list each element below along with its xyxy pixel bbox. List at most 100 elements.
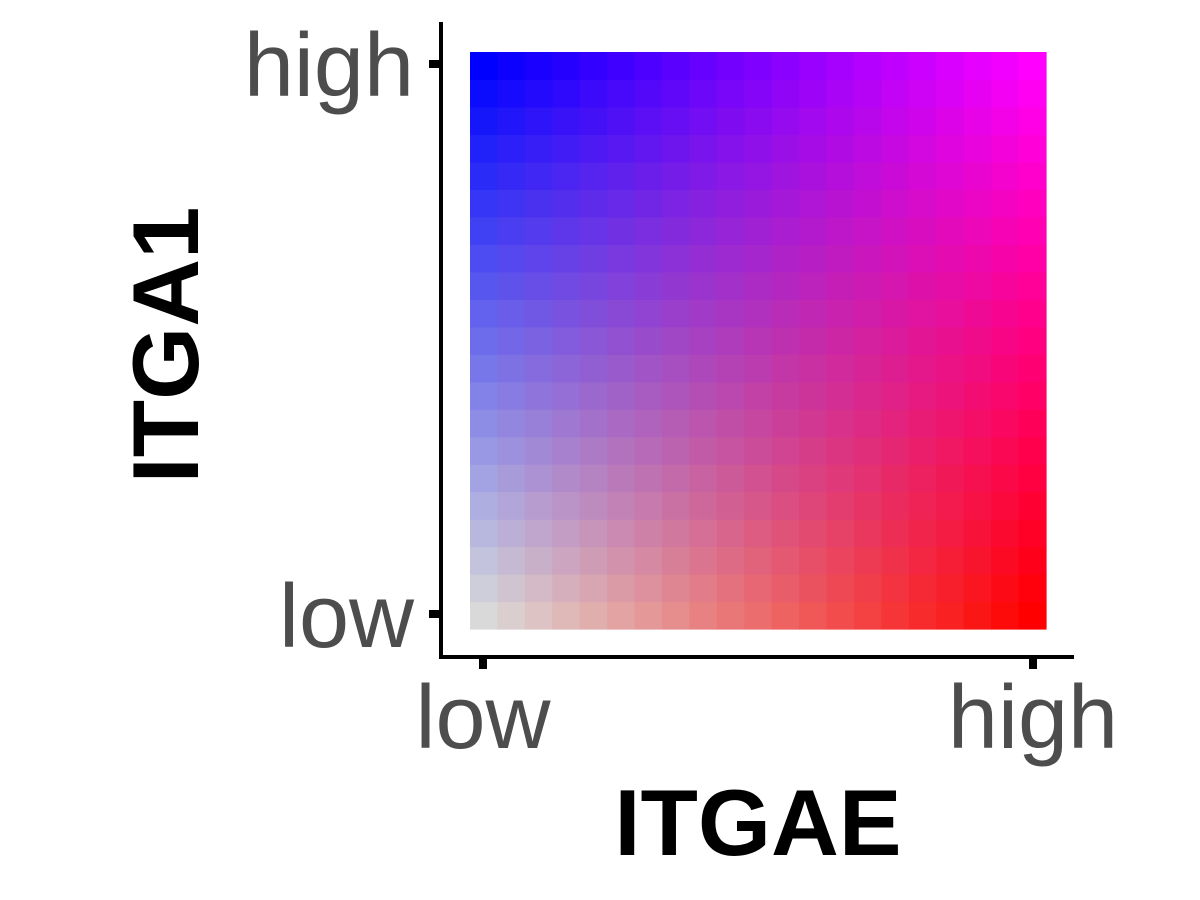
heatmap-cell [744, 546, 773, 575]
heatmap-cell [1018, 491, 1047, 520]
heatmap-cell [689, 244, 718, 273]
heatmap-cell [771, 189, 800, 218]
heatmap-cell [936, 574, 965, 603]
heatmap-cell [744, 436, 773, 465]
heatmap-cell [744, 519, 773, 548]
heatmap-cell [689, 161, 718, 190]
heatmap-cell [854, 574, 883, 603]
heatmap-cell [689, 601, 718, 630]
heatmap-cell [881, 574, 910, 603]
heatmap-cell [1018, 519, 1047, 548]
heatmap-cell [771, 409, 800, 438]
heatmap-cell [881, 52, 910, 81]
heatmap-cell [634, 546, 663, 575]
heatmap-cell [579, 52, 608, 81]
heatmap-cell [963, 491, 992, 520]
heatmap-cell [579, 326, 608, 355]
heatmap-cell [662, 79, 691, 108]
heatmap-cell [689, 574, 718, 603]
heatmap-cell [497, 354, 526, 383]
heatmap-cell [607, 299, 636, 328]
heatmap-cell [524, 106, 553, 136]
heatmap-cell [470, 436, 499, 465]
heatmap-cell [552, 244, 581, 273]
heatmap-cell [936, 271, 965, 300]
heatmap-cell [524, 299, 553, 328]
heatmap-cell [524, 546, 553, 575]
heatmap-cell [634, 216, 663, 245]
heatmap-cell [771, 134, 800, 163]
heatmap-cell [470, 546, 499, 575]
heatmap-cell [744, 601, 773, 630]
heatmap-cell [689, 216, 718, 245]
heatmap-cell [662, 299, 691, 328]
heatmap-cell [963, 519, 992, 548]
heatmap-cell [1018, 161, 1047, 190]
heatmap-cell [552, 574, 581, 603]
heatmap-cell [524, 409, 553, 438]
heatmap-cell [854, 519, 883, 548]
heatmap-cell [963, 381, 992, 410]
heatmap-cell [634, 326, 663, 355]
heatmap-cell [991, 436, 1020, 465]
heatmap-cell [689, 436, 718, 465]
heatmap-cell [854, 326, 883, 355]
heatmap-cell [470, 161, 499, 190]
heatmap-cell [881, 106, 910, 136]
heatmap-cell [991, 244, 1020, 273]
heatmap-cell [634, 464, 663, 493]
heatmap-cell [716, 244, 745, 273]
heatmap-cell [908, 244, 937, 273]
heatmap-cell [799, 436, 828, 465]
heatmap-cell [991, 299, 1020, 328]
heatmap-cell [607, 244, 636, 273]
heatmap-cell [881, 79, 910, 108]
heatmap-cell [552, 106, 581, 136]
heatmap-cell [908, 326, 937, 355]
heatmap-cell [579, 216, 608, 245]
heatmap-cell [1018, 326, 1047, 355]
heatmap-cell [908, 601, 937, 630]
heatmap-cell [524, 326, 553, 355]
heatmap-cell [470, 354, 499, 383]
heatmap-cell [1018, 52, 1047, 81]
heatmap-cell [854, 271, 883, 300]
heatmap-cell [991, 326, 1020, 355]
heatmap-cell [771, 546, 800, 575]
heatmap-cell [497, 52, 526, 81]
heatmap-cell [936, 409, 965, 438]
x-tick-label-low: low [415, 668, 551, 768]
heatmap-cell [470, 491, 499, 520]
heatmap-cell [716, 299, 745, 328]
heatmap-cell [799, 134, 828, 163]
heatmap-cell [579, 436, 608, 465]
heatmap-cell [470, 519, 499, 548]
heatmap-cell [607, 79, 636, 108]
y-tick-label-high: high [244, 16, 414, 116]
heatmap-cell [634, 491, 663, 520]
heatmap-cell [607, 189, 636, 218]
heatmap-cell [936, 464, 965, 493]
heatmap-cell [524, 134, 553, 163]
heatmap-cell [634, 519, 663, 548]
heatmap-cell [963, 161, 992, 190]
heatmap-cell [716, 79, 745, 108]
heatmap-cell [524, 354, 553, 383]
heatmap-cell [552, 546, 581, 575]
heatmap-cell [579, 601, 608, 630]
heatmap-cell [470, 106, 499, 136]
heatmap-cell [497, 326, 526, 355]
heatmap-cell [799, 601, 828, 630]
heatmap-cell [552, 216, 581, 245]
heatmap-cell [607, 381, 636, 410]
heatmap-cell [799, 161, 828, 190]
heatmap-cell [881, 546, 910, 575]
heatmap-cell [936, 381, 965, 410]
heatmap-cell [799, 574, 828, 603]
heatmap-cell [881, 134, 910, 163]
heatmap-cell [524, 464, 553, 493]
heatmap-cell [689, 409, 718, 438]
heatmap-cell [799, 546, 828, 575]
heatmap-cell [524, 271, 553, 300]
heatmap-cell [963, 271, 992, 300]
